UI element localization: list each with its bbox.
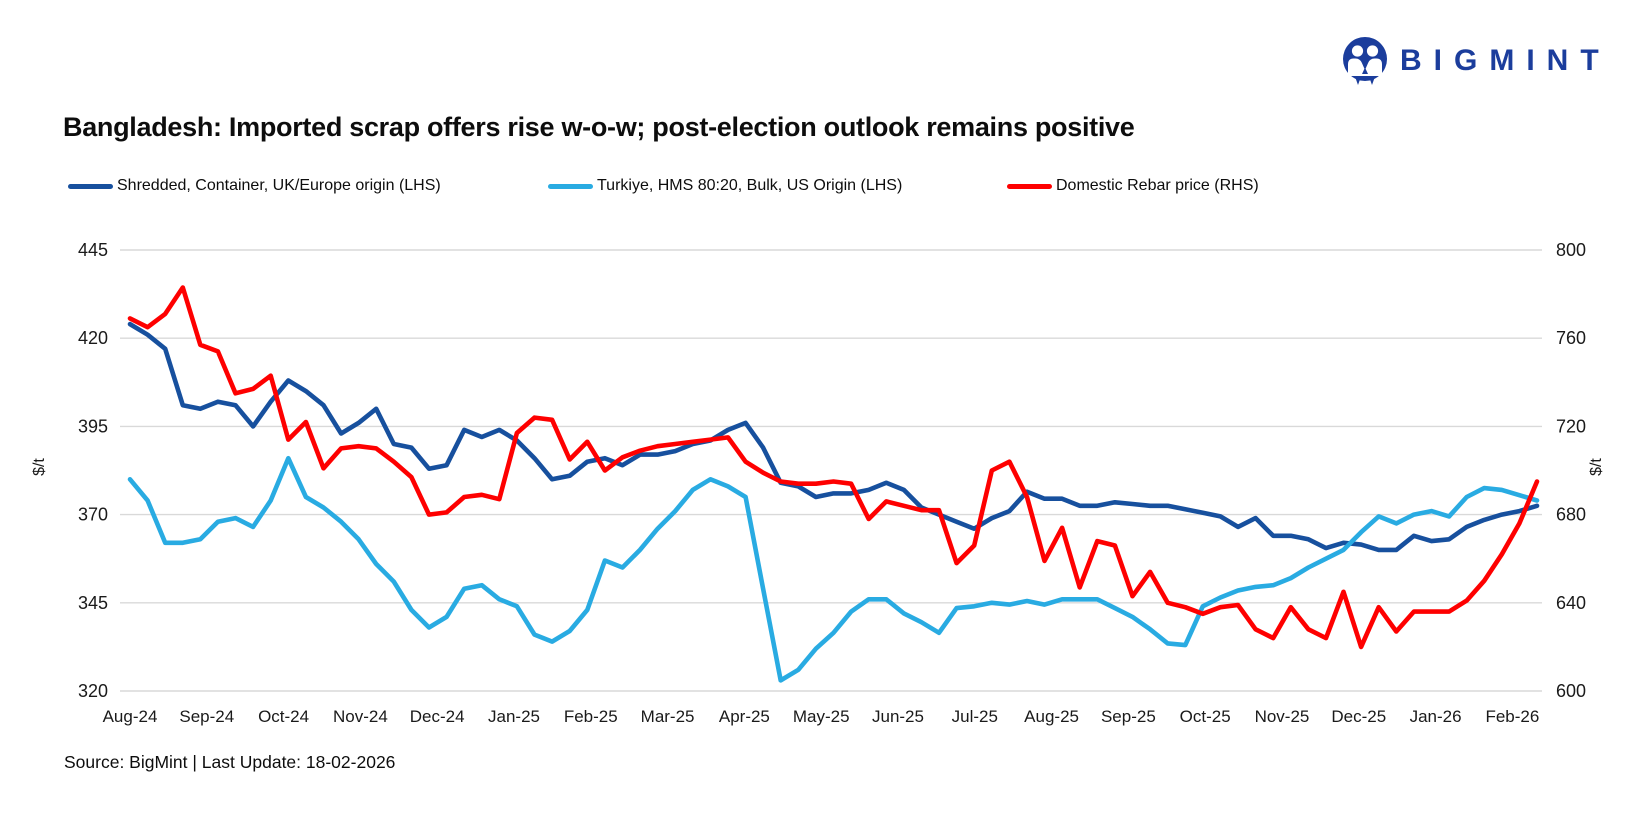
bigmint-logo-icon — [1343, 37, 1387, 85]
right-axis-tick-label: 760 — [1556, 328, 1586, 348]
x-axis-month-label: Feb-25 — [564, 707, 618, 726]
legend-line-swatch-turkiye — [548, 183, 593, 189]
x-axis-month-label: Oct-25 — [1180, 707, 1231, 726]
left-axis-tick-label: 320 — [78, 681, 108, 701]
left-axis-tick-label: 395 — [78, 416, 108, 436]
series-rebar-line — [127, 285, 1540, 650]
x-axis-month-label: Mar-25 — [641, 707, 695, 726]
x-axis-month-label: May-25 — [793, 707, 850, 726]
right-axis-tick-label: 720 — [1556, 416, 1586, 436]
right-axis-tick-label: 640 — [1556, 593, 1586, 613]
x-axis-month-label: Nov-25 — [1255, 707, 1310, 726]
x-axis-month-label: Aug-25 — [1024, 707, 1079, 726]
legend-item-shredded: Shredded, Container, UK/Europe origin (L… — [68, 173, 441, 199]
left-axis-tick-label: 420 — [78, 328, 108, 348]
left-axis-tick-label: 345 — [78, 593, 108, 613]
x-axis-month-label: Oct-24 — [258, 707, 309, 726]
series-turkiye-line — [127, 455, 1540, 683]
legend-item-rebar: Domestic Rebar price (RHS) — [1007, 173, 1259, 199]
series-shredded-line — [127, 321, 1540, 553]
x-axis-month-label: Sep-25 — [1101, 707, 1156, 726]
left-axis-title: $/t — [31, 458, 48, 476]
x-axis-month-label: Jan-26 — [1410, 707, 1462, 726]
x-axis-month-label: Apr-25 — [719, 707, 770, 726]
x-axis-month-label: Dec-25 — [1331, 707, 1386, 726]
x-axis-month-label: Dec-24 — [410, 707, 465, 726]
legend-label-turkiye: Turkiye, HMS 80:20, Bulk, US Origin (LHS… — [597, 177, 903, 194]
legend-label-shredded: Shredded, Container, UK/Europe origin (L… — [117, 177, 441, 194]
x-axis-month-label: Jun-25 — [872, 707, 924, 726]
x-axis-month-label: Sep-24 — [179, 707, 234, 726]
right-axis-title: $/t — [1588, 458, 1605, 476]
legend-label-rebar: Domestic Rebar price (RHS) — [1056, 177, 1259, 194]
bigmint-logo: BIGMINT — [1342, 36, 1611, 86]
chart-legend: Shredded, Container, UK/Europe origin (L… — [0, 173, 1650, 199]
source-note: Source: BigMint | Last Update: 18-02-202… — [64, 752, 396, 772]
x-axis-month-label: Aug-24 — [103, 707, 158, 726]
legend-line-swatch-shredded — [68, 183, 113, 189]
left-axis-tick-label: 445 — [78, 240, 108, 260]
x-axis-month-label: Feb-26 — [1485, 707, 1539, 726]
right-axis-tick-label: 680 — [1556, 505, 1586, 525]
right-axis-tick-label: 800 — [1556, 240, 1586, 260]
right-axis-tick-label: 600 — [1556, 681, 1586, 701]
legend-item-turkiye: Turkiye, HMS 80:20, Bulk, US Origin (LHS… — [548, 173, 902, 199]
legend-line-swatch-rebar — [1007, 183, 1052, 189]
left-axis-tick-label: 370 — [78, 505, 108, 525]
x-axis-month-label: Jul-25 — [952, 707, 998, 726]
bigmint-wordmark: BIGMINT — [1400, 44, 1611, 77]
x-axis-month-label: Jan-25 — [488, 707, 540, 726]
x-axis-month-label: Nov-24 — [333, 707, 388, 726]
chart-title: Bangladesh: Imported scrap offers rise w… — [63, 112, 1135, 142]
